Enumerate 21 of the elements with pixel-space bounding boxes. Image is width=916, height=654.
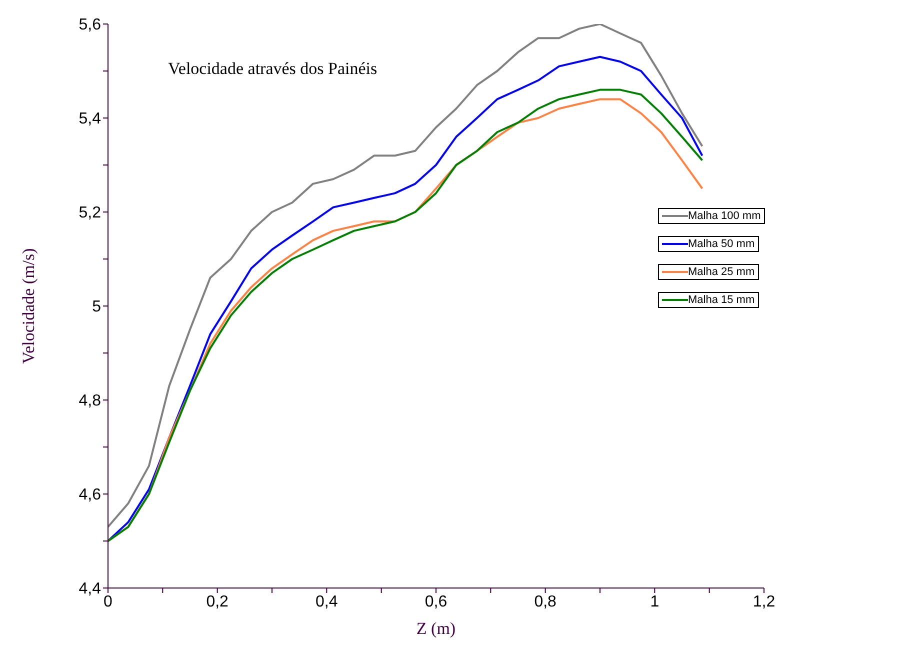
x-tick-label: 0,2 xyxy=(206,593,229,610)
legend-label: Malha 100 mm xyxy=(688,210,761,222)
x-axis-title: Z (m) xyxy=(416,619,456,638)
legend-label: Malha 25 mm xyxy=(688,266,755,278)
x-tick-label: 0,8 xyxy=(534,593,557,610)
y-axis-title: Velocidade (m/s) xyxy=(19,248,38,364)
text: Velocidade através dos Painéis xyxy=(168,59,378,78)
y-tick-label: 5,6 xyxy=(78,16,102,34)
x-tick-label: 0,4 xyxy=(316,593,338,610)
y-tick-label: 5,2 xyxy=(78,204,102,222)
y-tick-label: 4,4 xyxy=(78,580,102,598)
legend-label: Malha 50 mm xyxy=(688,238,755,250)
x-tick-label: 1,2 xyxy=(752,593,776,610)
x-tick-label: 1 xyxy=(650,593,660,610)
x-tick-label: 0 xyxy=(104,593,113,610)
legend-label: Malha 15 mm xyxy=(688,294,755,306)
y-tick-label: 4,6 xyxy=(78,486,102,504)
y-tick-label: 4,8 xyxy=(78,392,102,410)
x-tick-label: 0,6 xyxy=(424,593,448,610)
y-tick-label: 5 xyxy=(92,298,102,316)
y-tick-label: 5,4 xyxy=(78,110,102,128)
